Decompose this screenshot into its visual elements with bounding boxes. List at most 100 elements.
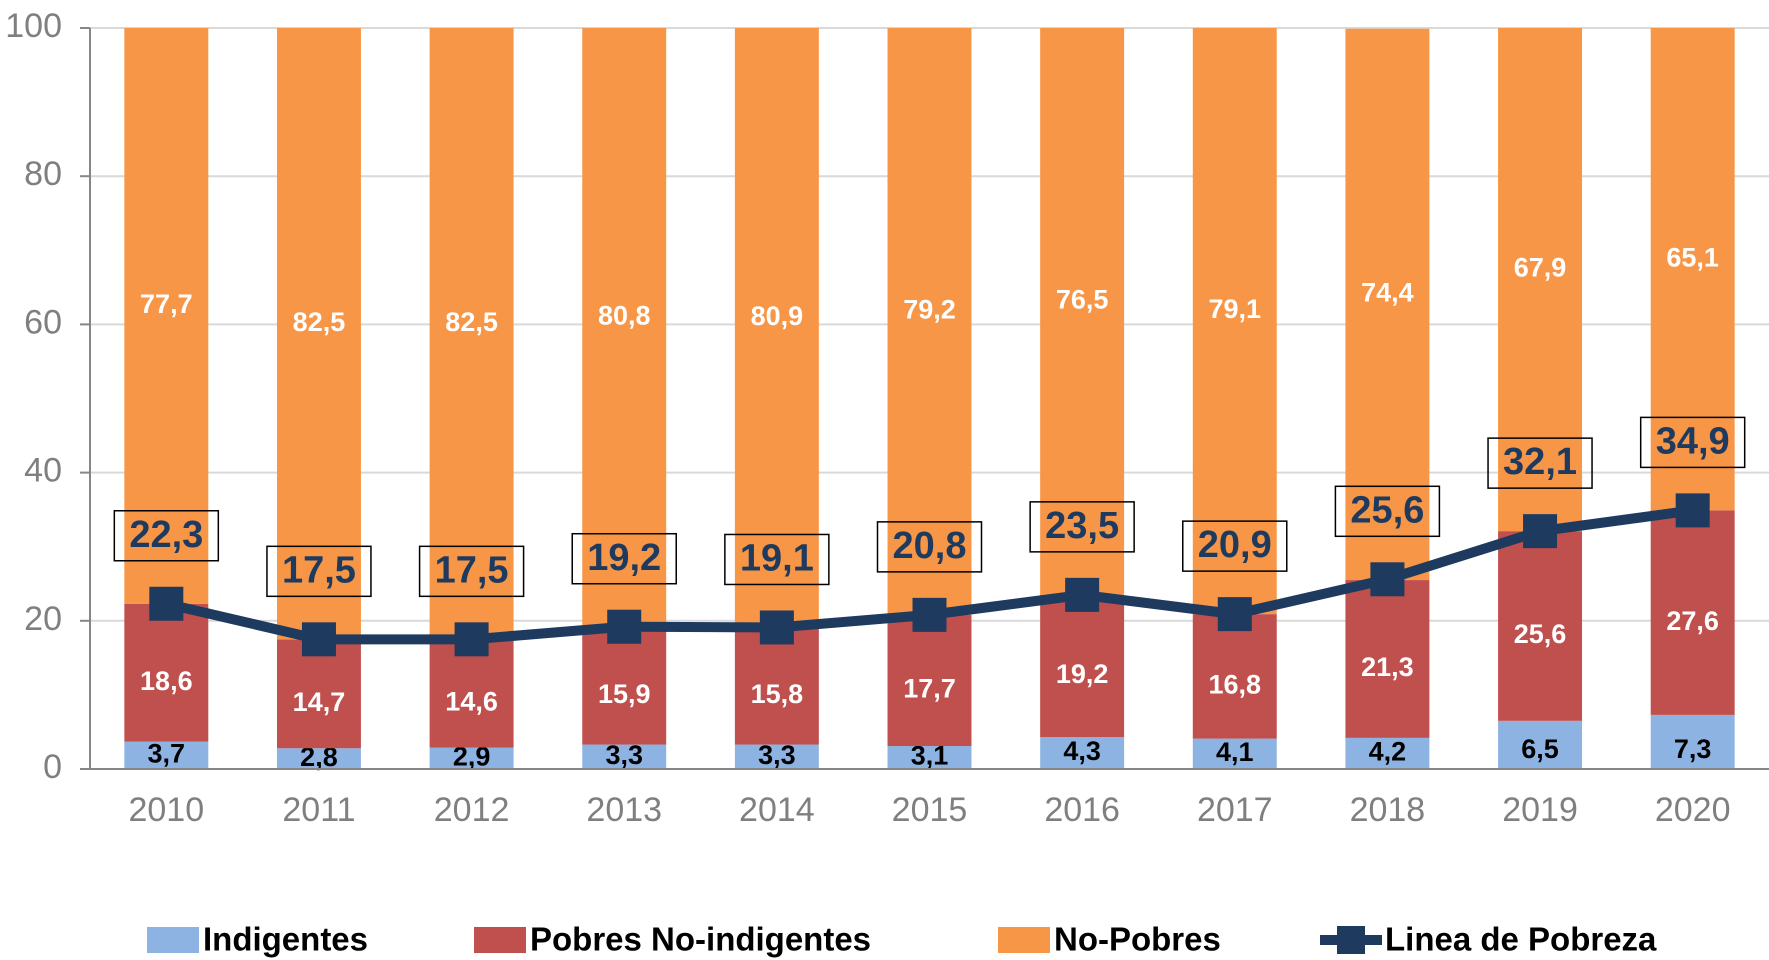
label-box	[1639, 416, 1746, 469]
line-marker	[1675, 493, 1710, 528]
bar-segment	[1040, 594, 1125, 738]
bar-segment	[887, 746, 972, 769]
x-tick-label: 2011	[282, 791, 355, 829]
line-marker	[1065, 577, 1100, 612]
data-label: 80,8	[598, 300, 651, 330]
legend-label: No-Pobres	[1054, 921, 1221, 958]
bar-segment	[1498, 28, 1583, 532]
line-label: 17,5	[435, 549, 509, 591]
data-label: 14,6	[445, 687, 498, 717]
y-tick-label: 80	[24, 155, 62, 193]
bar-segment	[1040, 28, 1125, 595]
data-label: 80,9	[751, 301, 804, 331]
data-label: 4,2	[1369, 737, 1407, 767]
bar-segment	[429, 639, 514, 748]
data-label: 79,2	[903, 295, 956, 325]
legend-label: Indigentes	[203, 921, 368, 958]
bar-segment	[124, 603, 209, 742]
label-box	[1334, 485, 1441, 538]
data-label: 3,3	[605, 740, 643, 770]
line-label: 20,8	[893, 525, 967, 567]
data-label: 18,6	[140, 666, 193, 696]
bar-segment	[887, 614, 972, 747]
y-tick-label: 20	[24, 600, 62, 638]
bar-segment	[1192, 28, 1277, 615]
x-tick-label: 2016	[1044, 791, 1120, 829]
bar-segment	[1345, 580, 1430, 738]
bar-segment	[1650, 510, 1735, 715]
x-tick-label: 2019	[1502, 791, 1578, 829]
data-label: 16,8	[1208, 670, 1261, 700]
bar-segment	[276, 748, 361, 769]
bar-segment	[1192, 738, 1277, 769]
bar-segment	[429, 747, 514, 769]
bar-segment	[124, 28, 209, 604]
x-tick-label: 2020	[1655, 791, 1731, 829]
line-marker	[1523, 514, 1558, 549]
bar-segment	[734, 627, 819, 745]
x-tick-label: 2014	[739, 791, 815, 829]
label-box	[1182, 520, 1288, 572]
data-label: 25,6	[1514, 619, 1567, 649]
line-marker	[759, 610, 794, 645]
bar-segment	[1498, 531, 1583, 721]
label-box	[876, 521, 983, 573]
data-label: 82,5	[293, 307, 346, 337]
line-label: 17,5	[282, 549, 356, 591]
line-label: 32,1	[1503, 441, 1577, 483]
line-label: 34,9	[1656, 420, 1730, 462]
data-label: 3,3	[758, 740, 796, 770]
legend-swatch	[474, 927, 526, 953]
x-tick-label: 2015	[892, 791, 968, 829]
line-marker	[1217, 597, 1252, 632]
data-label: 14,7	[293, 687, 346, 717]
data-label: 76,5	[1056, 285, 1109, 315]
data-label: 17,7	[903, 674, 956, 704]
line-marker	[301, 622, 336, 657]
label-box	[418, 545, 525, 598]
bar-segment	[887, 28, 972, 615]
data-label: 6,5	[1521, 734, 1559, 764]
bar-segment	[1650, 714, 1735, 769]
legend-label: Pobres No-indigentes	[530, 921, 871, 958]
bar-segment	[1498, 720, 1583, 769]
data-label: 15,8	[751, 679, 804, 709]
label-box	[1487, 437, 1593, 489]
label-box	[1029, 501, 1135, 553]
data-label: 65,1	[1666, 242, 1719, 272]
legend-label: Linea de Pobreza	[1385, 921, 1657, 958]
x-tick-label: 2012	[434, 791, 510, 829]
x-tick-label: 2010	[128, 791, 204, 829]
line-label: 20,9	[1198, 524, 1272, 566]
bar-segment	[1650, 28, 1735, 511]
bar-segment	[1192, 614, 1277, 739]
data-label: 3,7	[148, 738, 186, 768]
x-tick-label: 2013	[586, 791, 662, 829]
bar-segment	[276, 28, 361, 640]
data-label: 21,3	[1361, 652, 1414, 682]
label-box	[113, 510, 220, 562]
bar-segment	[734, 28, 819, 628]
line-marker	[1370, 562, 1405, 597]
legend-swatch	[147, 927, 199, 953]
x-tick-label: 2018	[1350, 791, 1426, 829]
line-label: 22,3	[129, 514, 203, 556]
legend-marker	[1337, 926, 1365, 954]
y-tick-label: 100	[5, 7, 62, 45]
bar-segment	[276, 639, 361, 749]
line-label: 25,6	[1350, 489, 1424, 531]
data-label: 4,3	[1063, 736, 1101, 766]
data-label: 74,4	[1361, 278, 1414, 308]
y-tick-label: 60	[24, 303, 62, 341]
x-tick-label: 2017	[1197, 791, 1273, 829]
data-label: 27,6	[1666, 606, 1719, 636]
bar-segment	[124, 741, 209, 769]
line-marker	[149, 586, 184, 621]
line-marker	[607, 609, 642, 644]
line-marker	[912, 597, 947, 632]
y-tick-label: 40	[24, 452, 62, 490]
bar-segment	[1040, 737, 1125, 769]
data-label: 67,9	[1514, 253, 1567, 283]
data-label: 19,2	[1056, 659, 1109, 689]
